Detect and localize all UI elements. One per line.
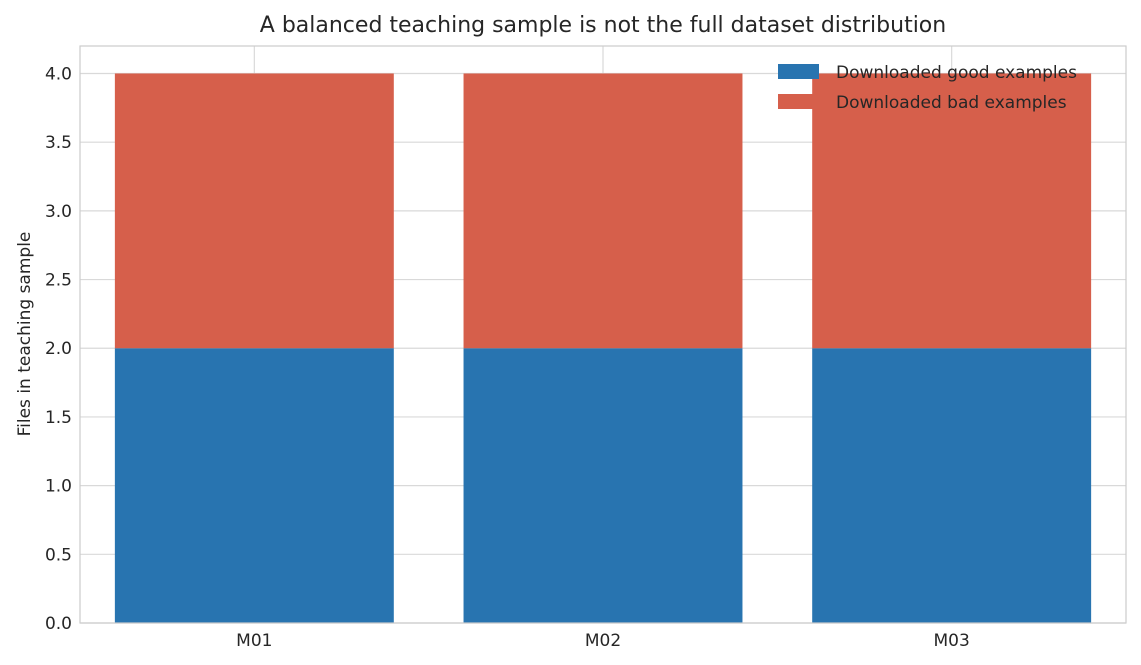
- bar-M01-good: [114, 348, 394, 623]
- x-tick-label: M02: [585, 631, 621, 651]
- y-tick-label: 4.0: [45, 64, 72, 84]
- bar-M02-bad: [463, 73, 743, 349]
- legend-swatch: [778, 94, 819, 109]
- y-tick-label: 2.0: [45, 339, 72, 359]
- y-tick-label: 0.0: [45, 614, 72, 634]
- y-axis-label: Files in teaching sample: [15, 232, 35, 437]
- bar-M03-good: [812, 348, 1092, 623]
- legend: Downloaded good examples Downloaded bad e…: [778, 63, 1077, 113]
- y-tick-label: 1.0: [45, 477, 72, 497]
- legend-label: Downloaded good examples: [836, 63, 1077, 83]
- legend-label: Downloaded bad examples: [836, 93, 1067, 113]
- y-tick-label: 3.0: [45, 202, 72, 222]
- chart-title: A balanced teaching sample is not the fu…: [260, 13, 946, 38]
- bars: [114, 73, 1092, 623]
- y-tick-label: 2.5: [45, 271, 72, 291]
- x-tick-label: M03: [934, 631, 970, 651]
- bar-M01-bad: [114, 73, 394, 349]
- y-tick-label: 0.5: [45, 545, 72, 565]
- y-tick-label: 1.5: [45, 408, 72, 428]
- legend-swatch: [778, 64, 819, 79]
- x-axis: M01 M02 M03: [236, 631, 970, 651]
- x-tick-label: M01: [236, 631, 272, 651]
- y-axis: 0.0 0.5 1.0 1.5 2.0 2.5 3.0 3.5 4.0: [45, 64, 72, 634]
- bar-M03-bad: [812, 73, 1092, 349]
- bar-M02-good: [463, 348, 743, 623]
- plot-frame: [79, 45, 1127, 624]
- y-tick-label: 3.5: [45, 133, 72, 153]
